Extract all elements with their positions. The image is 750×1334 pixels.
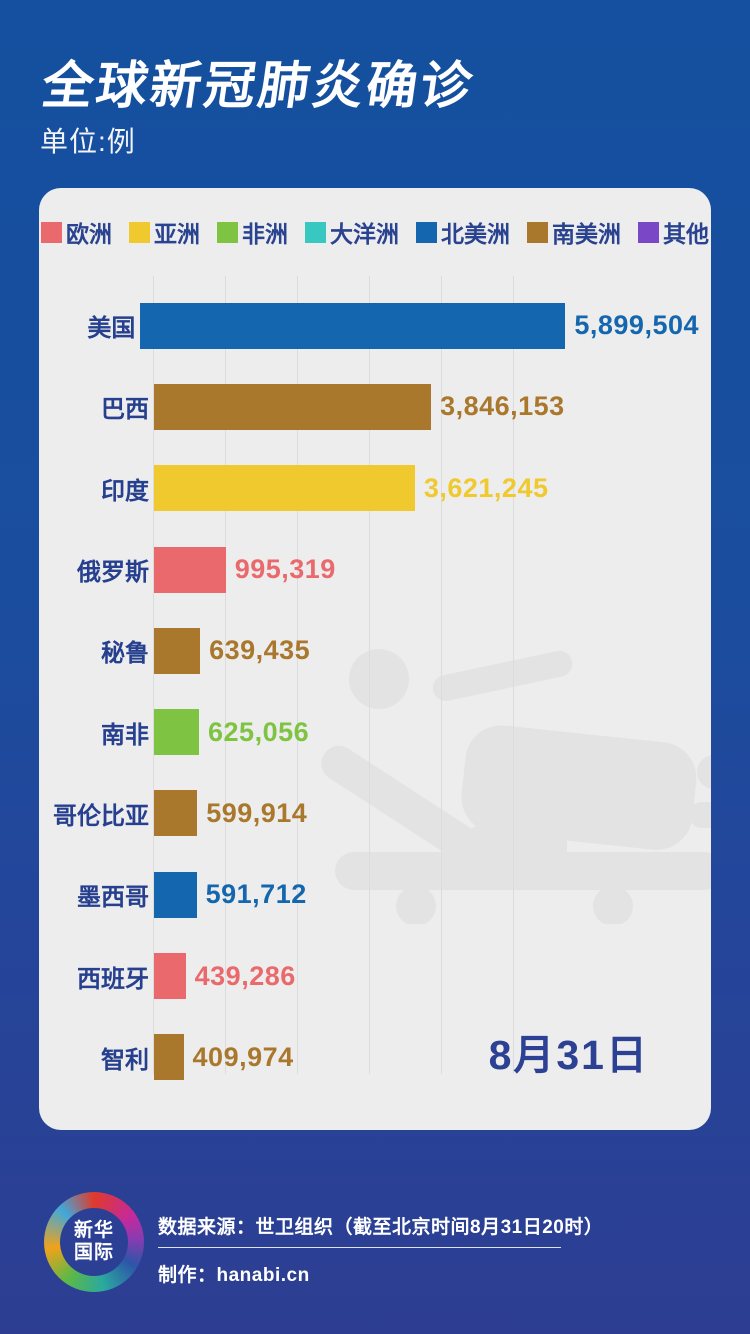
legend-swatch-icon bbox=[527, 221, 548, 243]
value-bar bbox=[154, 546, 226, 593]
value-bar bbox=[154, 953, 186, 1000]
country-label: 墨西哥 bbox=[77, 884, 149, 912]
bar-row: 俄罗斯 995,319 bbox=[47, 529, 699, 610]
bar-row: 秘鲁 639,435 bbox=[47, 610, 699, 691]
legend-item: 欧洲 bbox=[41, 215, 112, 249]
xinhua-international-logo: 新华 国际 bbox=[44, 1192, 144, 1292]
value-bar bbox=[154, 1034, 184, 1081]
country-label: 俄罗斯 bbox=[77, 559, 149, 587]
logo-text-line1: 新华 bbox=[73, 1220, 114, 1242]
legend-swatch-icon bbox=[638, 221, 659, 243]
legend-swatch-icon bbox=[41, 221, 62, 243]
legend-item: 北美洲 bbox=[416, 215, 510, 249]
logo-text: 新华 国际 bbox=[60, 1208, 128, 1276]
legend-label: 欧洲 bbox=[66, 221, 112, 247]
legend-label: 亚洲 bbox=[154, 221, 200, 247]
legend-label: 北美洲 bbox=[441, 221, 510, 247]
value-bar bbox=[154, 871, 197, 918]
bar-track: 5,899,504 bbox=[140, 302, 699, 349]
value-label: 599,914 bbox=[206, 797, 308, 828]
value-bar bbox=[154, 465, 415, 512]
bar-track: 3,621,245 bbox=[154, 465, 699, 512]
bar-track: 599,914 bbox=[154, 790, 699, 837]
value-label: 3,621,245 bbox=[423, 472, 549, 503]
bar-row: 南非 625,056 bbox=[47, 691, 699, 772]
gridline bbox=[441, 276, 443, 1074]
footer-divider bbox=[158, 1247, 561, 1248]
bar-row: 智利 409,974 bbox=[47, 1017, 699, 1098]
value-label: 409,974 bbox=[192, 1041, 294, 1072]
legend-item: 其他 bbox=[638, 215, 709, 249]
legend-swatch-icon bbox=[305, 221, 326, 243]
value-label: 591,712 bbox=[205, 879, 307, 910]
country-label: 美国 bbox=[87, 315, 136, 343]
bar-rows: 美国 5,899,504 巴西 3,846,153 印度 3,621,245 俄罗斯 995,… bbox=[47, 285, 699, 1098]
logo-text-line2: 国际 bbox=[73, 1242, 114, 1263]
legend-swatch-icon bbox=[217, 221, 238, 243]
country-label: 西班牙 bbox=[77, 965, 149, 993]
legend-label: 其他 bbox=[663, 221, 709, 247]
unit-subtitle: 单位:例 bbox=[40, 126, 136, 157]
value-label: 625,056 bbox=[208, 716, 310, 747]
continent-legend: 欧洲 亚洲 非洲 大洋洲 北美洲 南美洲 其他 bbox=[39, 215, 711, 249]
value-bar bbox=[154, 790, 198, 837]
value-label: 3,846,153 bbox=[440, 391, 565, 422]
country-label: 秘鲁 bbox=[101, 640, 149, 668]
country-label: 哥伦比亚 bbox=[53, 802, 149, 830]
bar-row: 印度 3,621,245 bbox=[47, 448, 699, 529]
credit-line: 制作：hanabi.cn bbox=[158, 1265, 310, 1286]
page-title: 全球新冠肺炎确诊 bbox=[38, 57, 479, 114]
legend-item: 亚洲 bbox=[129, 215, 200, 249]
data-source-line: 数据来源：世卫组织（截至北京时间8月31日20时） bbox=[158, 1217, 604, 1238]
gridline bbox=[153, 276, 154, 1074]
date-annotation: 8月31日 bbox=[488, 1032, 649, 1078]
country-label: 南非 bbox=[101, 721, 149, 749]
country-label: 印度 bbox=[101, 477, 149, 505]
value-label: 439,286 bbox=[194, 960, 296, 991]
bar-row: 巴西 3,846,153 bbox=[47, 366, 699, 447]
value-bar bbox=[154, 709, 200, 756]
legend-item: 非洲 bbox=[217, 215, 288, 249]
country-label: 巴西 bbox=[101, 396, 149, 424]
gridline bbox=[225, 276, 227, 1074]
value-label: 639,435 bbox=[209, 635, 311, 666]
legend-swatch-icon bbox=[129, 221, 150, 243]
bar-row: 美国 5,899,504 bbox=[47, 285, 699, 366]
bar-track: 3,846,153 bbox=[154, 383, 699, 430]
gridline bbox=[297, 276, 299, 1074]
legend-item: 大洋洲 bbox=[305, 215, 399, 249]
bar-row: 哥伦比亚 599,914 bbox=[47, 773, 699, 854]
patient-stretcher-watermark-icon bbox=[321, 649, 711, 924]
gridline bbox=[513, 276, 515, 1074]
bar-row: 墨西哥 591,712 bbox=[47, 854, 699, 935]
bar-row: 西班牙 439,286 bbox=[47, 935, 699, 1016]
bar-track: 995,319 bbox=[154, 546, 699, 593]
bar-track: 591,712 bbox=[154, 871, 699, 918]
legend-label: 南美洲 bbox=[552, 221, 621, 247]
country-label: 智利 bbox=[101, 1046, 149, 1074]
value-bar bbox=[140, 302, 566, 349]
legend-label: 大洋洲 bbox=[330, 221, 399, 247]
value-bar bbox=[154, 383, 432, 430]
value-bar bbox=[154, 627, 201, 674]
value-label: 995,319 bbox=[234, 554, 336, 585]
value-label: 5,899,504 bbox=[574, 310, 699, 341]
bar-track: 625,056 bbox=[154, 709, 699, 756]
gridline bbox=[369, 276, 371, 1074]
legend-label: 非洲 bbox=[242, 221, 288, 247]
bar-track: 409,974 bbox=[154, 1034, 699, 1081]
legend-swatch-icon bbox=[416, 221, 437, 243]
bar-track: 639,435 bbox=[154, 627, 699, 674]
chart-card: 欧洲 亚洲 非洲 大洋洲 北美洲 南美洲 其他 美国 5,899,504 巴西 3,846,153… bbox=[39, 188, 711, 1130]
legend-item: 南美洲 bbox=[527, 215, 621, 249]
bar-track: 439,286 bbox=[154, 953, 699, 1000]
